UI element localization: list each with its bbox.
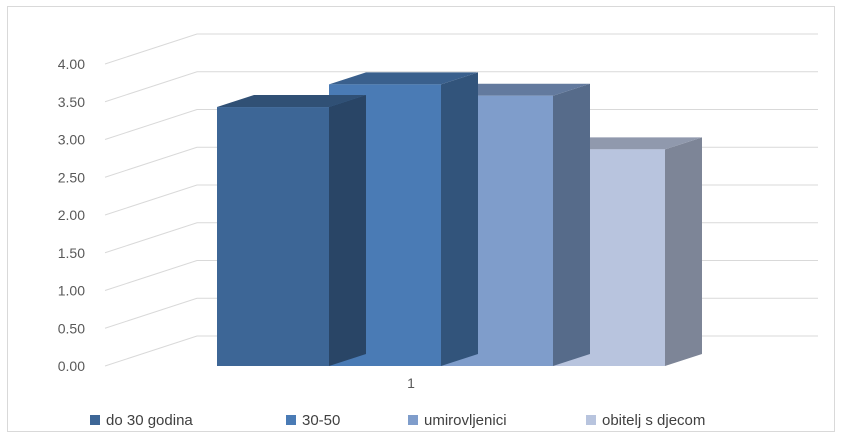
y-tick-label: 4.00 [58,56,85,72]
bar [217,95,366,366]
bar-top [441,83,590,96]
legend-label: do 30 godina [106,412,193,429]
legend-swatch [286,415,296,425]
y-tick-label: 3.00 [58,132,85,148]
legend-label: obitelj s djecom [602,412,705,429]
bar-side [329,95,366,366]
bar-front [217,107,329,366]
y-tick-label: 0.50 [58,320,85,336]
bar-top [553,137,702,150]
legend-label: umirovljenici [424,412,507,429]
legend-swatch [90,415,100,425]
bar-side [441,72,478,366]
bar-top [329,72,478,85]
y-tick-label: 3.50 [58,94,85,110]
y-tick-label: 2.00 [58,207,85,223]
bar-side [665,137,702,366]
gridline [104,71,818,103]
gridline [104,33,818,65]
legend: do 30 godina 30-50 umirovljenici obitelj s … [90,412,705,429]
y-tick-label: 1.00 [58,283,85,299]
y-tick-label: 1.50 [58,245,85,261]
x-tick-label: 1 [407,375,415,391]
legend-label: 30-50 [302,412,340,429]
bars [217,72,702,367]
legend-swatch [586,415,596,425]
bar-side [553,83,590,367]
y-axis: 0.00 0.50 1.00 1.50 2.00 2.50 3.00 3.50 4.00 [58,56,85,374]
y-tick-label: 0.00 [58,358,85,374]
legend-swatch [408,415,418,425]
gridline [104,109,818,140]
bar-top [217,95,366,108]
y-tick-label: 2.50 [58,169,85,185]
x-axis: 1 [407,375,415,391]
